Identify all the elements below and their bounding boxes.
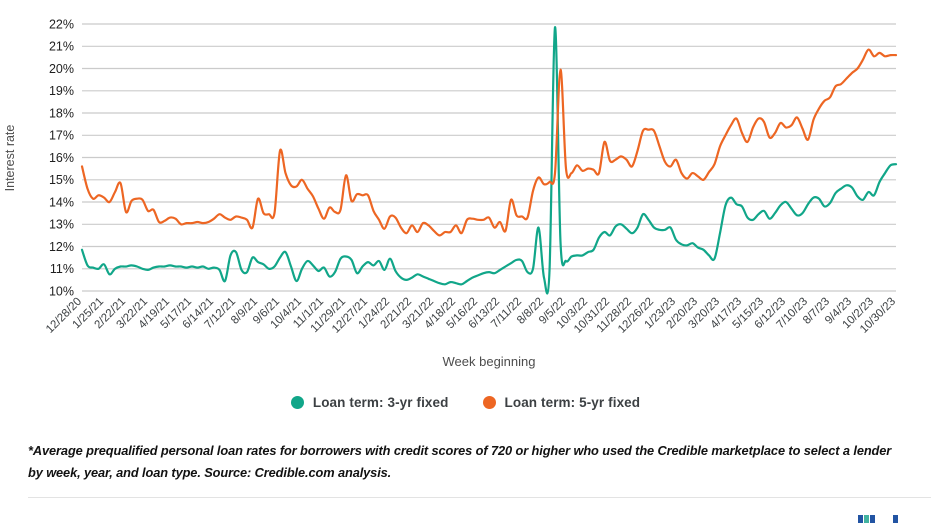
series-line-3yr-fixed	[80, 26, 898, 295]
y-tick-label: 19%	[49, 84, 74, 98]
series-line-5yr-fixed	[80, 48, 898, 237]
y-tick-label: 15%	[49, 173, 74, 187]
y-tick-label: 22%	[49, 17, 74, 31]
y-tick-label: 17%	[49, 129, 74, 143]
chart-legend: Loan term: 3-yr fixed Loan term: 5-yr fi…	[0, 395, 931, 410]
source-footnote: *Average prequalified personal loan rate…	[28, 443, 892, 480]
horizontal-gridlines	[82, 23, 896, 292]
legend-item-5yr: Loan term: 5-yr fixed	[482, 395, 641, 410]
legend-item-3yr: Loan term: 3-yr fixed	[290, 395, 449, 410]
legend-label-5yr: Loan term: 5-yr fixed	[504, 395, 641, 410]
y-tick-label: 13%	[49, 218, 74, 232]
y-tick-label: 20%	[49, 62, 74, 76]
y-axis-title: Interest rate	[3, 125, 17, 192]
series-lines	[80, 26, 898, 295]
x-axis-title: Week beginning	[443, 354, 536, 369]
x-axis-tick-labels: 12/28/201/25/212/22/213/22/214/19/215/17…	[44, 296, 898, 336]
loan-rates-line-chart: 22%21%20%19%18%17%16%15%14%13%12%11%10% …	[3, 17, 898, 369]
bottom-divider	[28, 497, 931, 498]
y-tick-label: 14%	[49, 195, 74, 209]
y-tick-label: 18%	[49, 106, 74, 120]
y-tick-label: 21%	[49, 40, 74, 54]
legend-dot-3yr-icon	[290, 396, 304, 409]
y-tick-label: 11%	[50, 262, 74, 276]
legend-label-3yr: Loan term: 3-yr fixed	[312, 395, 449, 410]
legend-dot-5yr-icon	[482, 396, 496, 409]
y-axis-tick-labels: 22% 21% 20% 19% 18% 17% 16% 15% 14% 13% 12% 11% 10%	[49, 17, 74, 298]
credible-logo-fragment-icon	[856, 514, 931, 523]
y-tick-label: 16%	[49, 151, 74, 165]
y-tick-label: 12%	[49, 240, 74, 254]
y-tick-label: 10%	[49, 284, 74, 298]
